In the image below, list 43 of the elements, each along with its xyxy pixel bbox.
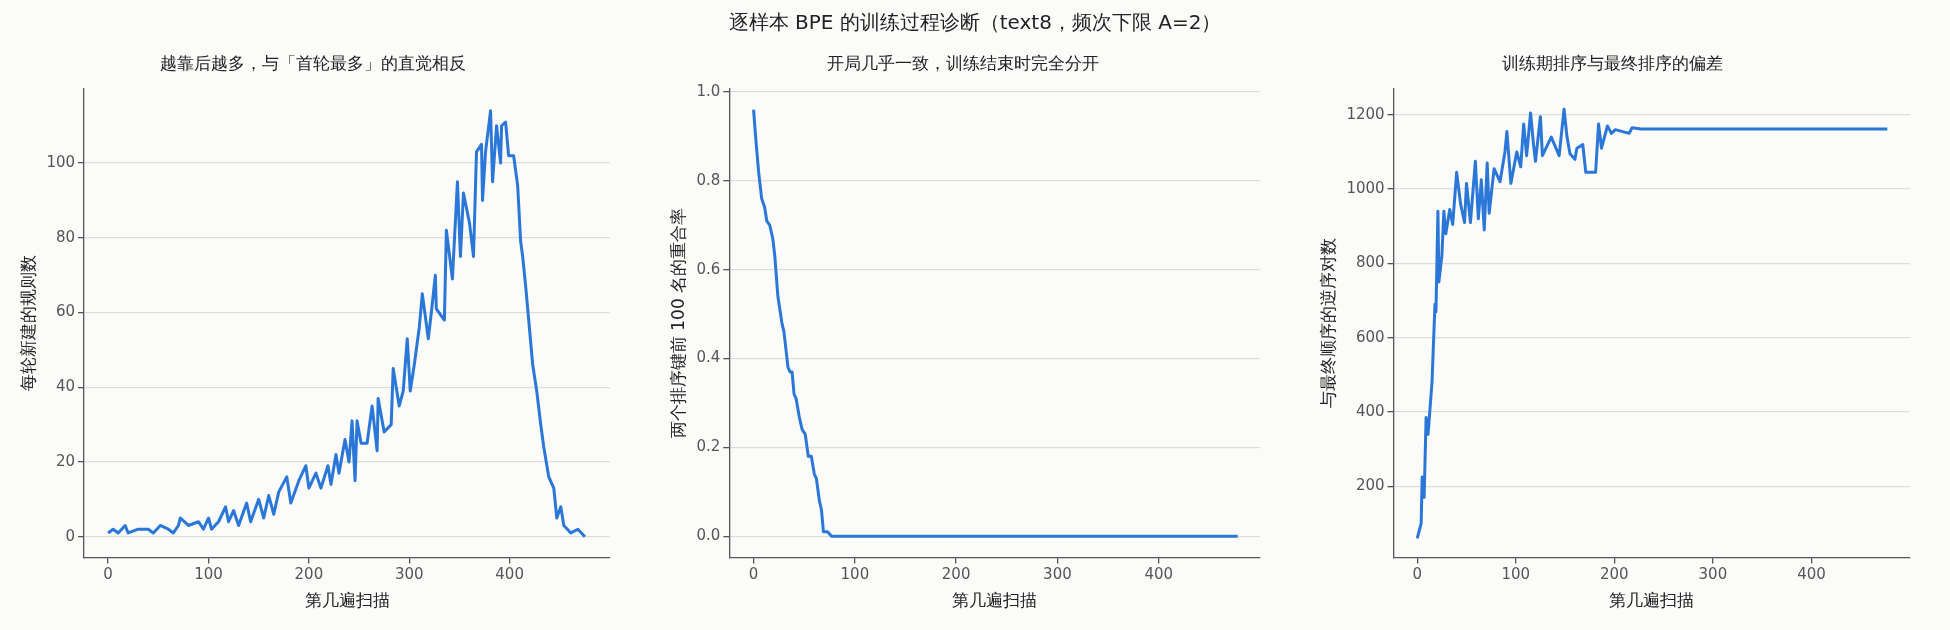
x-tick-label: 0 [103, 565, 113, 584]
x-tick-label: 0 [1412, 565, 1422, 584]
y-tick-label: 0.6 [696, 259, 721, 278]
x-tick-label: 0 [748, 565, 759, 584]
x-tick-label: 200 [294, 565, 324, 584]
y-tick-label: 0 [65, 526, 76, 545]
y-tick-label: 80 [55, 227, 76, 246]
chart-title: 越靠后越多，与「首轮最多」的直觉相反 [159, 52, 466, 73]
y-tick-label: 1000 [1346, 178, 1385, 197]
x-tick-label: 300 [1043, 565, 1072, 584]
y-tick-label: 0.8 [696, 170, 721, 189]
y-tick-label: 20 [55, 451, 76, 470]
x-tick-label: 100 [840, 565, 870, 584]
y-tick-label: 400 [1355, 401, 1385, 420]
x-tick-label: 100 [194, 565, 223, 584]
x-tick-label: 400 [1797, 565, 1826, 584]
chart-title: 开局几乎一致，训练结束时完全分开 [826, 52, 1099, 73]
text: 逐样本 BPE 的训练过程诊断（text8，频次下限 A=2） [727, 9, 1223, 36]
x-tick-label: 100 [1501, 565, 1531, 584]
x-tick-label: 300 [1698, 565, 1728, 584]
y-tick-label: 800 [1355, 253, 1385, 272]
y-tick-label: 200 [1355, 476, 1385, 495]
y-tick-label: 0.2 [696, 437, 721, 456]
x-tick-label: 200 [941, 565, 971, 584]
x-axis-title: 第几遍扫描 [1609, 590, 1695, 611]
y-tick-label: 60 [55, 302, 76, 321]
x-tick-label: 400 [495, 565, 524, 584]
x-axis-title: 第几遍扫描 [952, 590, 1038, 611]
x-tick-label: 200 [1600, 565, 1629, 584]
y-tick-label: 100 [46, 153, 76, 171]
y-tick-label: 1.0 [696, 81, 721, 100]
y-axis-title: 两个排序键前 100 名的重合率 [667, 207, 688, 439]
y-tick-label: 0.4 [696, 348, 721, 367]
y-tick-label: 600 [1355, 327, 1385, 346]
y-tick-label: 40 [55, 377, 76, 396]
y-tick-label: 1200 [1346, 104, 1385, 123]
y-axis-title: 与最终顺序的逆序对数 [1317, 238, 1338, 408]
x-axis-title: 第几遍扫描 [304, 590, 390, 611]
chart-title: 训练期排序与最终排序的偏差 [1502, 52, 1723, 73]
y-axis-title: 每轮新建的规则数 [17, 255, 38, 391]
x-tick-label: 400 [1144, 565, 1174, 584]
x-tick-label: 300 [394, 565, 424, 584]
y-tick-label: 0.0 [696, 526, 721, 545]
